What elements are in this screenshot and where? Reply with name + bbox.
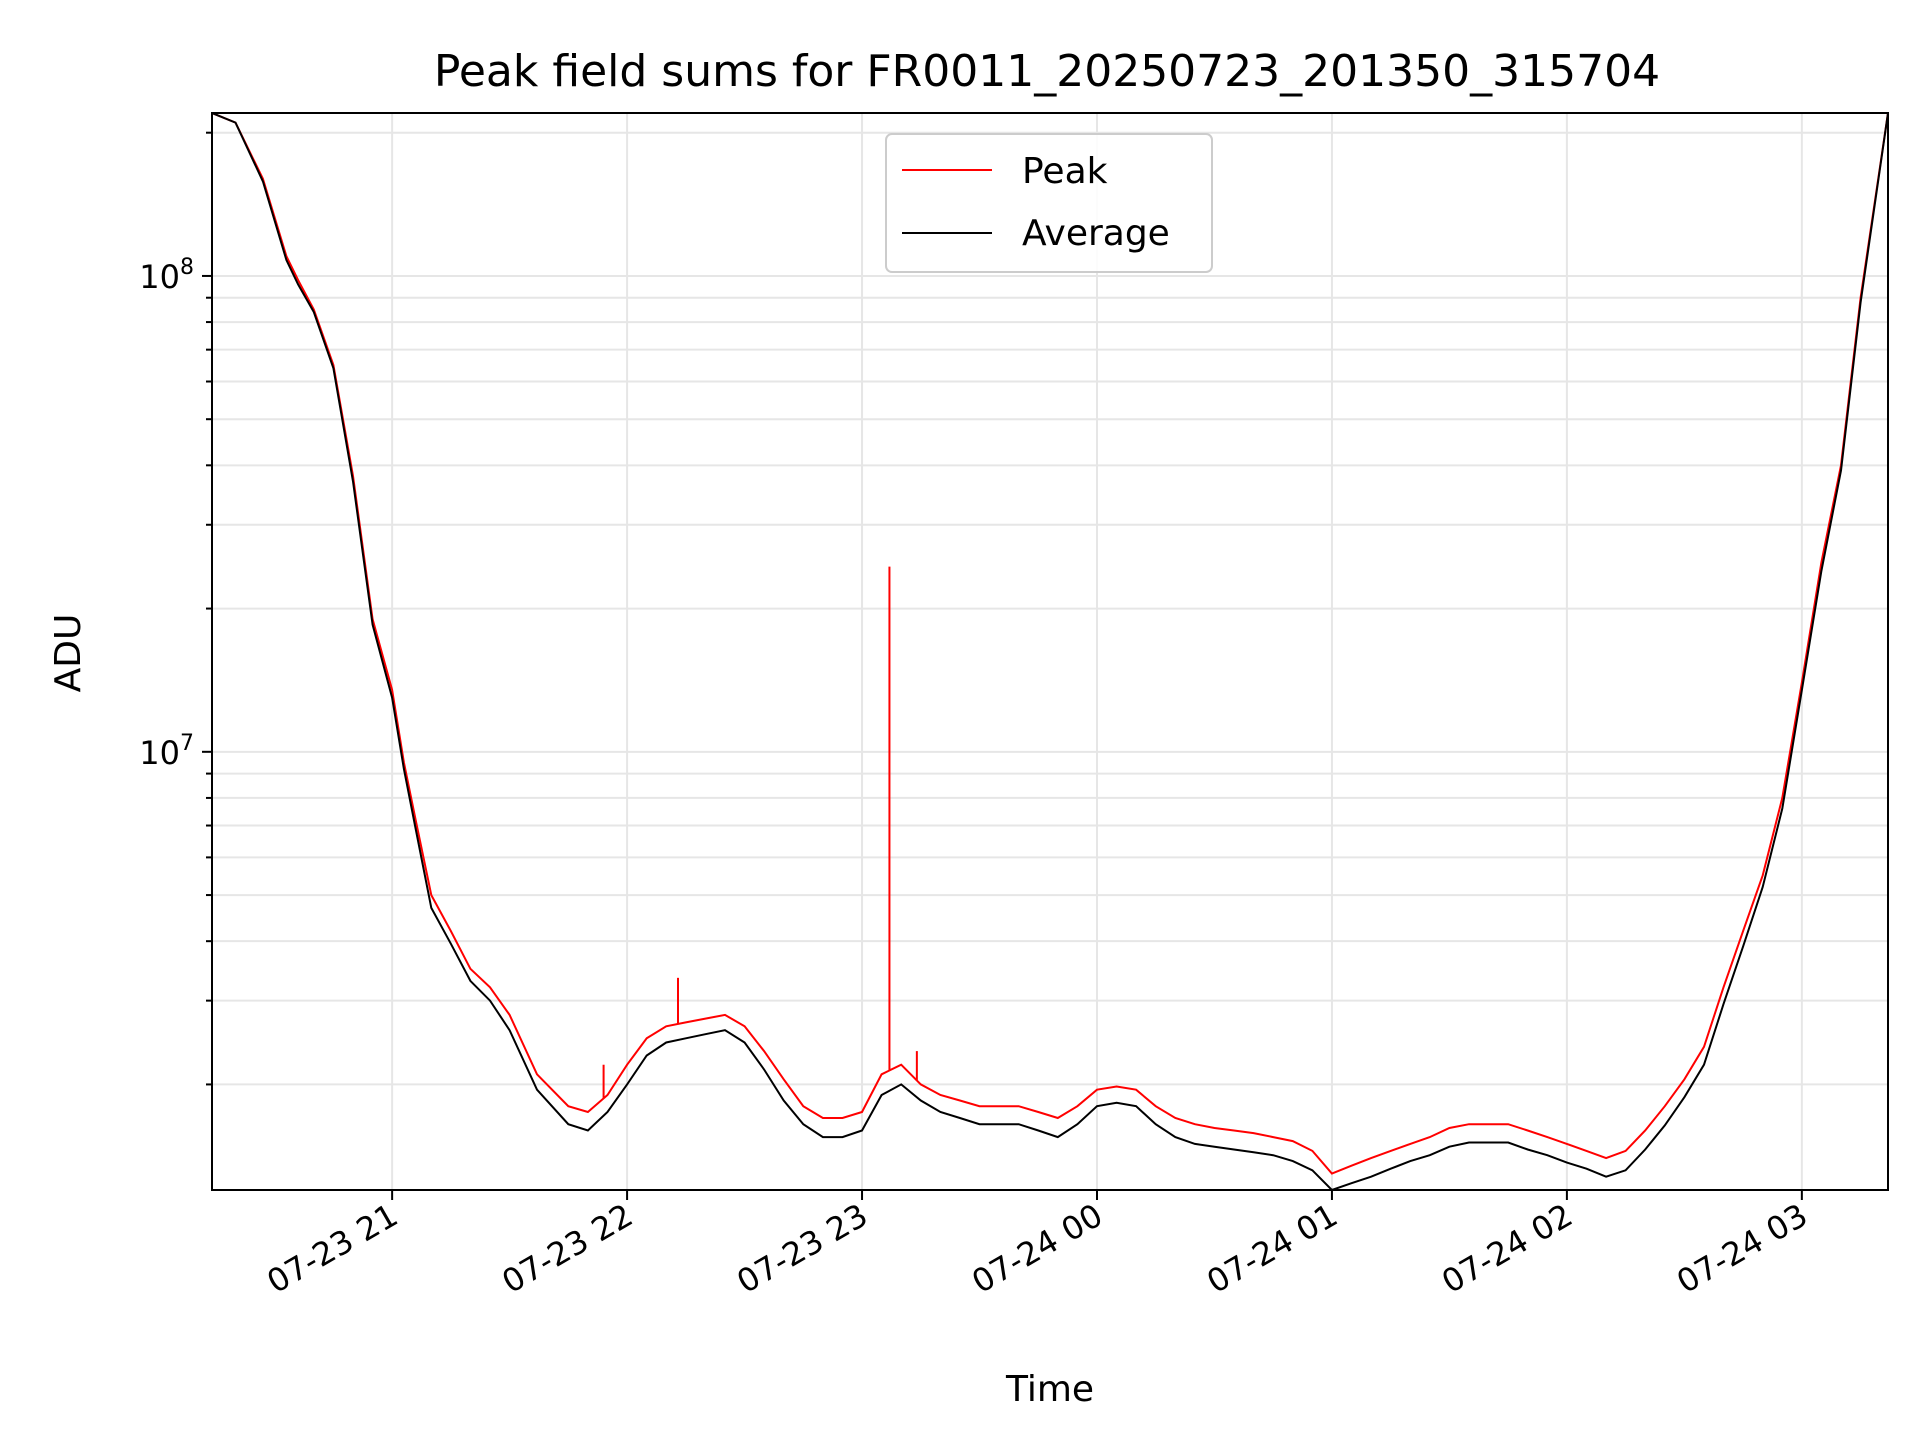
x-tick-label: 07-24 00	[965, 1196, 1109, 1301]
legend-label-peak: Peak	[1022, 151, 1108, 192]
series-line-peak	[212, 113, 1888, 1175]
x-tick-label: 07-24 02	[1435, 1196, 1579, 1301]
x-tick-label: 07-23 22	[495, 1196, 639, 1301]
grid	[212, 113, 1888, 1190]
x-tick-label: 07-24 01	[1200, 1196, 1344, 1301]
series-line-average	[212, 113, 1888, 1190]
y-axis: 107 108	[139, 131, 212, 1086]
plot-frame	[211, 112, 1889, 1191]
series-layer	[212, 113, 1888, 1190]
legend: Peak Average	[885, 133, 1213, 273]
x-tick-label: 07-23 21	[261, 1196, 405, 1301]
y-tick-label: 108	[139, 255, 194, 296]
y-axis-label: ADU	[48, 614, 89, 693]
y-tick-label: 107	[139, 731, 194, 772]
legend-label-average: Average	[1022, 213, 1170, 254]
x-axis-label: Time	[1005, 1369, 1094, 1410]
x-tick-label: 07-23 23	[730, 1196, 874, 1301]
x-tick-label: 07-24 03	[1670, 1196, 1814, 1301]
legend-box	[885, 133, 1213, 273]
x-axis: 07-23 21 07-23 22 07-23 23 07-24 00 07-24 01…	[261, 1190, 1814, 1301]
chart-title: Peak field sums for FR0011_20250723_2013…	[434, 46, 1660, 97]
